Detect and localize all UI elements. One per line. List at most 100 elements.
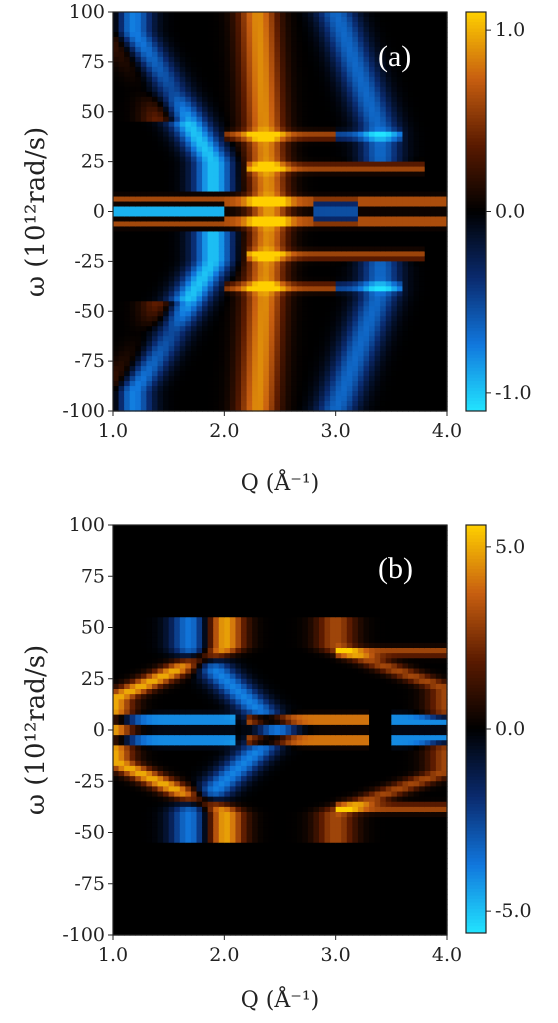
heatmap-cell	[274, 396, 281, 402]
heatmap-cell	[291, 366, 298, 372]
heatmap-cell	[229, 301, 237, 307]
heatmap-cell	[229, 146, 237, 153]
heatmap-cell	[185, 126, 192, 133]
heatmap-cell	[207, 141, 214, 148]
heatmap-cell	[196, 216, 203, 223]
heatmap-cell	[357, 96, 365, 103]
heatmap-cell	[380, 96, 387, 103]
heatmap-cell	[202, 266, 209, 272]
heatmap-cell	[218, 101, 225, 108]
colorbar-segment	[466, 121, 486, 126]
heatmap-cell	[129, 281, 136, 287]
heatmap-cell	[346, 206, 353, 213]
heatmap-cell	[163, 16, 170, 23]
heatmap-cell	[346, 12, 353, 18]
heatmap-cell	[229, 71, 237, 78]
heatmap-cell	[241, 31, 248, 38]
heatmap-cell	[318, 386, 326, 392]
heatmap-cell	[179, 241, 186, 248]
heatmap-cell	[235, 286, 242, 292]
heatmap-cell	[185, 276, 192, 282]
heatmap-cell	[357, 291, 365, 297]
y-tick-label: 100	[69, 1, 105, 23]
heatmap-cell	[346, 261, 353, 267]
heatmap-cell	[174, 66, 181, 73]
heatmap-cell	[163, 91, 170, 98]
colorbar-segment	[466, 371, 486, 375]
heatmap-cell	[140, 286, 147, 292]
heatmap-cell	[263, 166, 270, 173]
heatmap-cell	[235, 176, 242, 183]
heatmap-cell	[424, 251, 431, 257]
heatmap-cell	[318, 406, 326, 412]
heatmap-cell	[213, 331, 220, 337]
heatmap-cell	[268, 246, 276, 252]
heatmap-cell	[346, 36, 353, 43]
heatmap-cell	[235, 336, 242, 342]
heatmap-cell	[218, 71, 225, 78]
heatmap-cell	[341, 136, 348, 143]
heatmap-cell	[296, 106, 303, 113]
heatmap-cell	[307, 241, 314, 248]
heatmap-cell	[330, 231, 337, 238]
heatmap-cell	[229, 276, 237, 282]
heatmap-cell	[408, 121, 415, 128]
heatmap-cell	[391, 256, 398, 262]
heatmap-cell	[341, 141, 348, 148]
heatmap-cell	[129, 131, 136, 138]
heatmap-cell	[413, 96, 420, 103]
heatmap-cell	[380, 121, 387, 128]
heatmap-cell	[430, 206, 437, 213]
heatmap-cell	[396, 341, 404, 347]
heatmap-cell	[324, 36, 331, 43]
heatmap-cell	[313, 161, 320, 168]
heatmap-cell	[129, 391, 136, 397]
heatmap-cell	[424, 161, 431, 168]
heatmap-cell	[190, 201, 198, 208]
heatmap-cell	[224, 91, 231, 98]
heatmap-cell	[391, 271, 398, 277]
heatmap-cell	[357, 236, 365, 243]
heatmap-cell	[408, 46, 415, 53]
heatmap-cell	[307, 61, 314, 68]
heatmap-cell	[157, 151, 164, 158]
heatmap-cell	[391, 376, 398, 382]
heatmap-cell	[213, 156, 220, 163]
heatmap-cell	[313, 81, 320, 88]
heatmap-cell	[435, 181, 443, 188]
heatmap-cell	[224, 126, 231, 133]
heatmap-cell	[402, 196, 409, 203]
heatmap-cell	[430, 286, 437, 292]
heatmap-cell	[430, 136, 437, 143]
heatmap-cell	[402, 76, 409, 83]
heatmap-cell	[268, 306, 276, 312]
heatmap-cell	[146, 306, 153, 312]
heatmap-cell	[185, 176, 192, 183]
heatmap-cell	[424, 226, 431, 233]
x-ticks-a: 1.0 2.0 3.0 4.0	[98, 411, 462, 442]
heatmap-cell	[435, 246, 443, 252]
heatmap-cell	[307, 306, 314, 312]
heatmap-cell	[118, 276, 125, 282]
heatmap-cell	[396, 31, 404, 38]
heatmap-cell	[124, 296, 131, 302]
heatmap-cell	[408, 196, 415, 203]
heatmap-cell	[263, 26, 270, 33]
heatmap-cell	[163, 276, 170, 282]
heatmap-cell	[118, 41, 125, 48]
heatmap-cell	[285, 171, 292, 178]
heatmap-cell	[424, 361, 431, 367]
heatmap-cell	[268, 356, 276, 362]
heatmap-cell	[441, 281, 448, 287]
heatmap-cell	[146, 186, 153, 193]
heatmap-cell	[435, 306, 443, 312]
heatmap-cell	[357, 111, 365, 118]
heatmap-cell	[146, 136, 153, 143]
heatmap-cell	[419, 346, 426, 352]
heatmap-cell	[174, 356, 181, 362]
heatmap-cell	[263, 176, 270, 183]
heatmap-cell	[380, 301, 387, 307]
heatmap-cell	[268, 296, 276, 302]
heatmap-cell	[246, 151, 253, 158]
heatmap-cell	[207, 191, 214, 198]
